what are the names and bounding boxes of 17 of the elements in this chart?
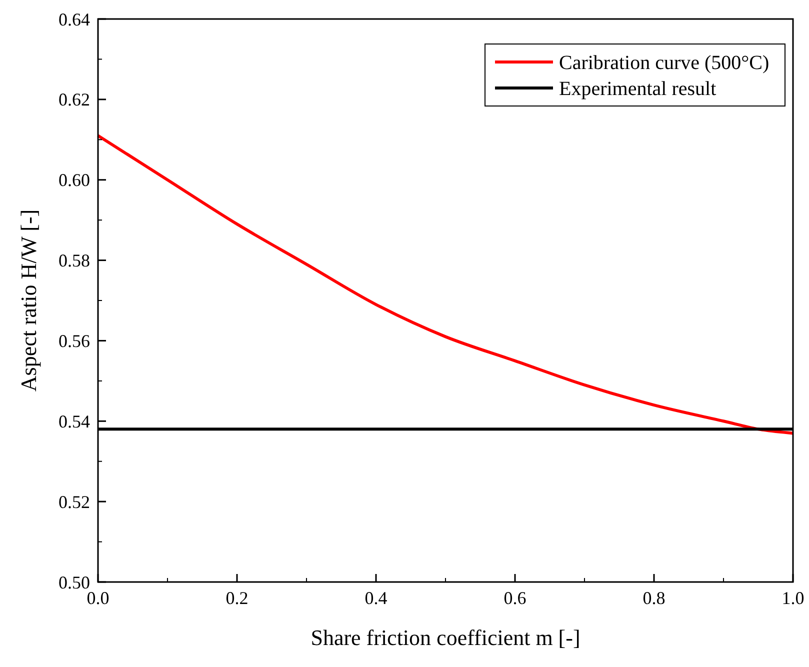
y-axis-title: Aspect ratio H/W [-]: [16, 209, 41, 392]
y-tick-label: 0.58: [58, 250, 90, 271]
y-tick-label: 0.62: [58, 90, 90, 110]
x-tick-label: 0.4: [364, 588, 388, 608]
x-axis-title: Share friction coefficient m [-]: [310, 625, 580, 650]
x-tick-label: 0.8: [642, 588, 666, 608]
y-tick-label: 0.60: [58, 170, 90, 190]
x-tick-label: 0.6: [504, 588, 526, 608]
y-tick-label: 0.52: [58, 492, 90, 512]
y-tick-label: 0.54: [58, 411, 90, 432]
legend-label: Caribration curve (500°C): [559, 52, 770, 74]
y-tick-label: 0.64: [58, 9, 90, 30]
line-series: [96, 134, 794, 435]
x-tick-label: 0.2: [226, 588, 248, 608]
x-tick-label: 1.0: [782, 588, 804, 608]
y-tick-label: 0.56: [58, 331, 90, 352]
legend-label: Experimental result: [559, 78, 717, 100]
